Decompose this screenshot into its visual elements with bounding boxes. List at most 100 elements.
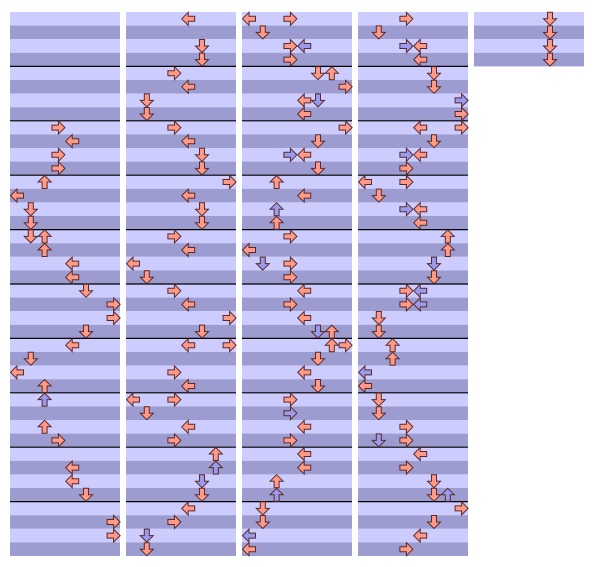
arrow-note — [167, 283, 182, 299]
stripe — [10, 515, 120, 529]
stripe — [10, 297, 120, 312]
arrow-note — [51, 432, 66, 449]
arrow-note — [139, 270, 155, 285]
arrow-note — [180, 79, 196, 95]
arrow-note — [222, 174, 237, 190]
arrow-note — [542, 11, 558, 27]
stripe — [126, 25, 236, 40]
note-column — [357, 11, 469, 557]
arrow-note — [310, 93, 326, 108]
arrow-note — [310, 379, 326, 394]
arrow-note — [283, 269, 298, 285]
arrow-note — [106, 514, 121, 530]
stripe — [474, 39, 584, 53]
arrow-note — [283, 147, 298, 163]
arrow-note — [412, 51, 428, 68]
arrow-note — [194, 147, 210, 163]
arrow-note — [357, 364, 372, 381]
arrow-note — [139, 107, 155, 122]
stripe — [10, 175, 120, 189]
stripe — [126, 148, 236, 162]
arrow-note — [78, 283, 94, 299]
stripe — [474, 25, 584, 40]
arrow-note — [23, 215, 39, 231]
arrow-note — [180, 187, 196, 204]
stripe — [358, 311, 468, 325]
arrow-note — [283, 296, 298, 313]
arrow-note — [23, 351, 39, 367]
arrow-note — [167, 391, 182, 408]
arrow-note — [310, 134, 326, 149]
arrow-note — [194, 474, 210, 489]
stripe — [10, 229, 120, 244]
stripe — [10, 12, 120, 26]
stripe — [126, 39, 236, 53]
arrow-note — [371, 311, 387, 326]
stripe — [10, 284, 120, 298]
arrow-note — [412, 527, 428, 544]
note-column — [474, 11, 584, 67]
stripe — [126, 474, 236, 488]
arrow-note — [399, 541, 414, 557]
stripe — [358, 243, 468, 257]
note-column — [9, 12, 121, 556]
arrow-note — [399, 174, 414, 190]
arrow-note — [454, 119, 469, 136]
stripe — [358, 93, 468, 108]
arrow-note — [167, 65, 182, 81]
arrow-note — [412, 147, 428, 163]
arrow-note — [180, 378, 196, 394]
arrow-note — [426, 134, 442, 149]
stripe — [358, 270, 468, 284]
stripe — [242, 324, 352, 339]
arrow-note — [241, 242, 256, 258]
arrow-note — [440, 487, 456, 502]
arrow-note — [241, 527, 256, 544]
arrow-note — [310, 66, 326, 81]
arrow-note — [167, 514, 182, 530]
stripe — [358, 134, 468, 148]
arrow-note — [64, 269, 80, 285]
arrow-note — [399, 432, 414, 449]
arrow-note — [399, 283, 414, 299]
stripe — [242, 202, 352, 216]
arrow-note — [324, 65, 340, 81]
arrow-note — [64, 459, 80, 476]
stripe — [10, 392, 120, 407]
stripe — [242, 243, 352, 257]
arrow-note — [194, 487, 210, 503]
stripe — [474, 12, 584, 26]
stripe — [10, 216, 120, 230]
arrow-note — [357, 378, 372, 394]
stripe — [126, 270, 236, 284]
arrow-note — [454, 106, 469, 122]
stripe — [242, 488, 352, 502]
stripe — [10, 447, 120, 461]
stripe — [358, 379, 468, 393]
arrow-note — [194, 324, 210, 339]
stripe — [242, 474, 352, 488]
arrow-note — [194, 215, 210, 231]
stripe — [242, 66, 352, 80]
stripe — [126, 52, 236, 67]
stripe — [358, 107, 468, 121]
arrow-note — [139, 406, 155, 421]
arrow-note — [426, 515, 442, 530]
arrow-note — [371, 392, 387, 407]
arrow-note — [338, 337, 353, 353]
arrow-note — [338, 79, 353, 95]
arrow-note — [412, 446, 428, 462]
arrow-note — [180, 11, 196, 27]
arrow-note — [139, 528, 155, 543]
arrow-note — [324, 337, 340, 353]
arrow-note — [296, 38, 312, 54]
arrow-note — [23, 202, 39, 217]
stripe — [126, 175, 236, 189]
arrow-note — [139, 93, 155, 108]
stripe — [358, 488, 468, 502]
arrow-note — [78, 324, 94, 339]
arrow-note — [180, 419, 196, 435]
stripe — [10, 488, 120, 502]
arrow-note — [222, 337, 237, 353]
stripe — [10, 311, 120, 325]
